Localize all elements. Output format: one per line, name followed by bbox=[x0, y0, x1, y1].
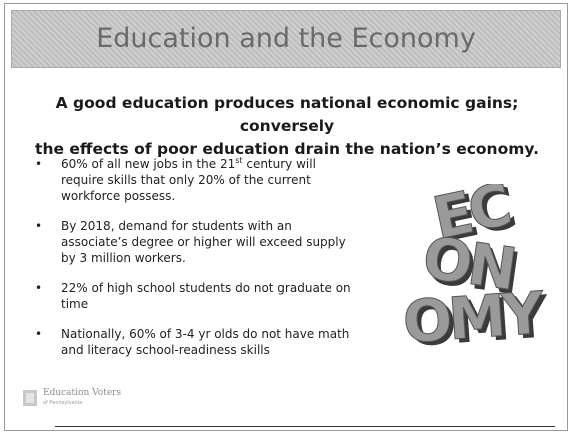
economy-letters: ON bbox=[419, 223, 517, 303]
bullet-text: Nationally, 60% of 3-4 yr olds do not ha… bbox=[61, 327, 350, 357]
logo: Education Voters of Pennsylvania bbox=[21, 388, 141, 416]
bullet-text: century will require skills that only 20… bbox=[61, 157, 316, 203]
bullet-dot: • bbox=[35, 327, 43, 341]
bullet: • 60% of all new jobs in the 21st century… bbox=[31, 156, 351, 204]
bullet-text: 60% of all new jobs in the 21 bbox=[61, 157, 236, 171]
economy-letters: OMY bbox=[401, 279, 547, 354]
title-band: Education and the Economy bbox=[11, 10, 561, 68]
bullet-dot: • bbox=[35, 219, 43, 233]
bullet-text: By 2018, demand for students with an ass… bbox=[61, 219, 346, 265]
subtitle-line: A good education produces national econo… bbox=[55, 94, 519, 135]
subtitle: A good education produces national econo… bbox=[25, 92, 549, 161]
bullet-dot: • bbox=[35, 157, 43, 171]
bullet: • By 2018, demand for students with an as… bbox=[31, 218, 351, 266]
title: Education and the Economy bbox=[96, 23, 476, 54]
bullet-list: • 60% of all new jobs in the 21st century… bbox=[31, 156, 351, 372]
logo-sub: of Pennsylvania bbox=[43, 400, 83, 406]
bullet-dot: • bbox=[35, 281, 43, 295]
slide: Education and the Economy A good educati… bbox=[4, 3, 568, 431]
subtitle-line: the effects of poor education drain the … bbox=[35, 140, 539, 158]
bullet: • 22% of high school students do not grad… bbox=[31, 280, 351, 312]
footer-line bbox=[55, 426, 555, 427]
bullet: • Nationally, 60% of 3-4 yr olds do not h… bbox=[31, 326, 351, 358]
bullet-text: 22% of high school students do not gradu… bbox=[61, 281, 351, 311]
bullet-text: st bbox=[235, 156, 243, 165]
economy-letters-shadow: OMY bbox=[405, 282, 551, 354]
economy-letters-shadow: ON bbox=[422, 228, 520, 308]
logo-name: Education Voters bbox=[43, 388, 122, 398]
logo-icon bbox=[23, 390, 37, 406]
